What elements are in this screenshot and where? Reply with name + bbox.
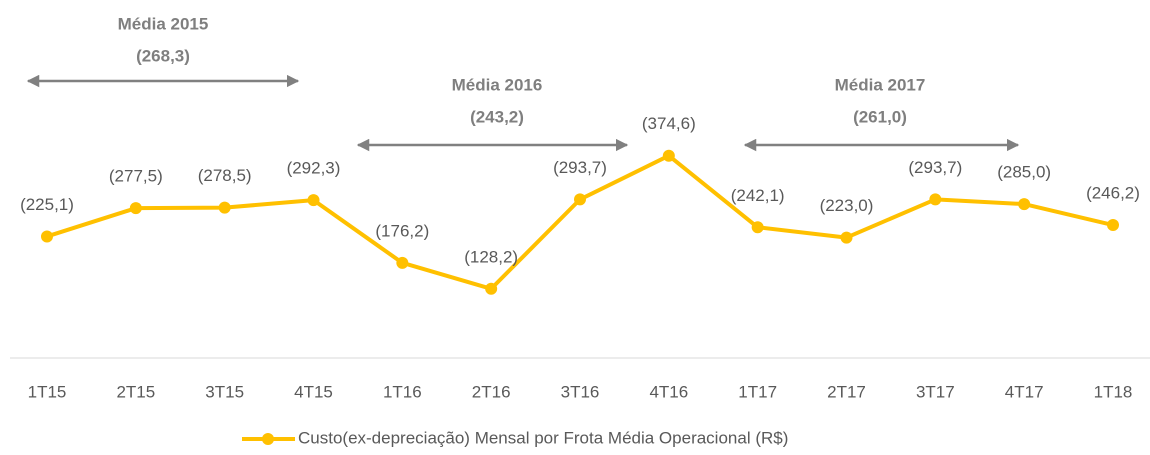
data-label: (278,5) xyxy=(198,166,252,185)
annotation-title: Média 2015 xyxy=(118,14,209,33)
point xyxy=(218,201,231,214)
data-label: (128,2) xyxy=(464,247,518,266)
data-label: (176,2) xyxy=(375,221,429,240)
data-label: (293,7) xyxy=(908,158,962,177)
x-tick-label: 1T16 xyxy=(383,382,422,401)
point xyxy=(129,202,142,215)
data-label: (242,1) xyxy=(731,186,785,205)
x-tick-label: 4T16 xyxy=(649,382,688,401)
x-tick-label: 1T18 xyxy=(1094,382,1133,401)
point xyxy=(485,282,498,295)
x-tick-label: 3T15 xyxy=(205,382,244,401)
legend-label: Custo(ex-depreciação) Mensal por Frota M… xyxy=(298,428,788,447)
x-tick-label: 4T15 xyxy=(294,382,333,401)
annotation-title: Média 2016 xyxy=(452,75,543,94)
point xyxy=(662,149,675,162)
x-tick-label: 2T17 xyxy=(827,382,866,401)
point xyxy=(1107,219,1119,232)
annotation-title: Média 2017 xyxy=(835,75,926,94)
x-tick-label: 4T17 xyxy=(1005,382,1044,401)
data-label: (285,0) xyxy=(997,163,1051,182)
x-tick-label: 1T17 xyxy=(738,382,777,401)
point xyxy=(840,231,853,244)
legend-marker xyxy=(262,433,274,445)
point xyxy=(1018,198,1031,211)
point xyxy=(307,194,320,207)
data-label: (292,3) xyxy=(287,159,341,178)
point xyxy=(396,256,409,269)
data-label: (293,7) xyxy=(553,158,607,177)
data-label: (374,6) xyxy=(642,114,696,133)
data-label: (246,2) xyxy=(1086,184,1140,203)
x-tick-label: 2T15 xyxy=(116,382,155,401)
annotation-text: (261,0) xyxy=(853,107,907,126)
point xyxy=(574,193,586,206)
annotation-text: (243,2) xyxy=(470,107,524,126)
data-label: (223,0) xyxy=(820,196,874,215)
x-tick-label: 2T16 xyxy=(472,382,511,401)
point xyxy=(41,230,53,243)
data-label: (277,5) xyxy=(109,167,163,186)
x-tick-label: 3T16 xyxy=(561,382,600,401)
point xyxy=(929,193,942,206)
x-tick-label: 1T15 xyxy=(28,382,67,401)
data-label: (225,1) xyxy=(20,195,74,214)
point xyxy=(751,221,764,234)
x-tick-label: 3T17 xyxy=(916,382,955,401)
annotation-text: (268,3) xyxy=(136,46,190,65)
